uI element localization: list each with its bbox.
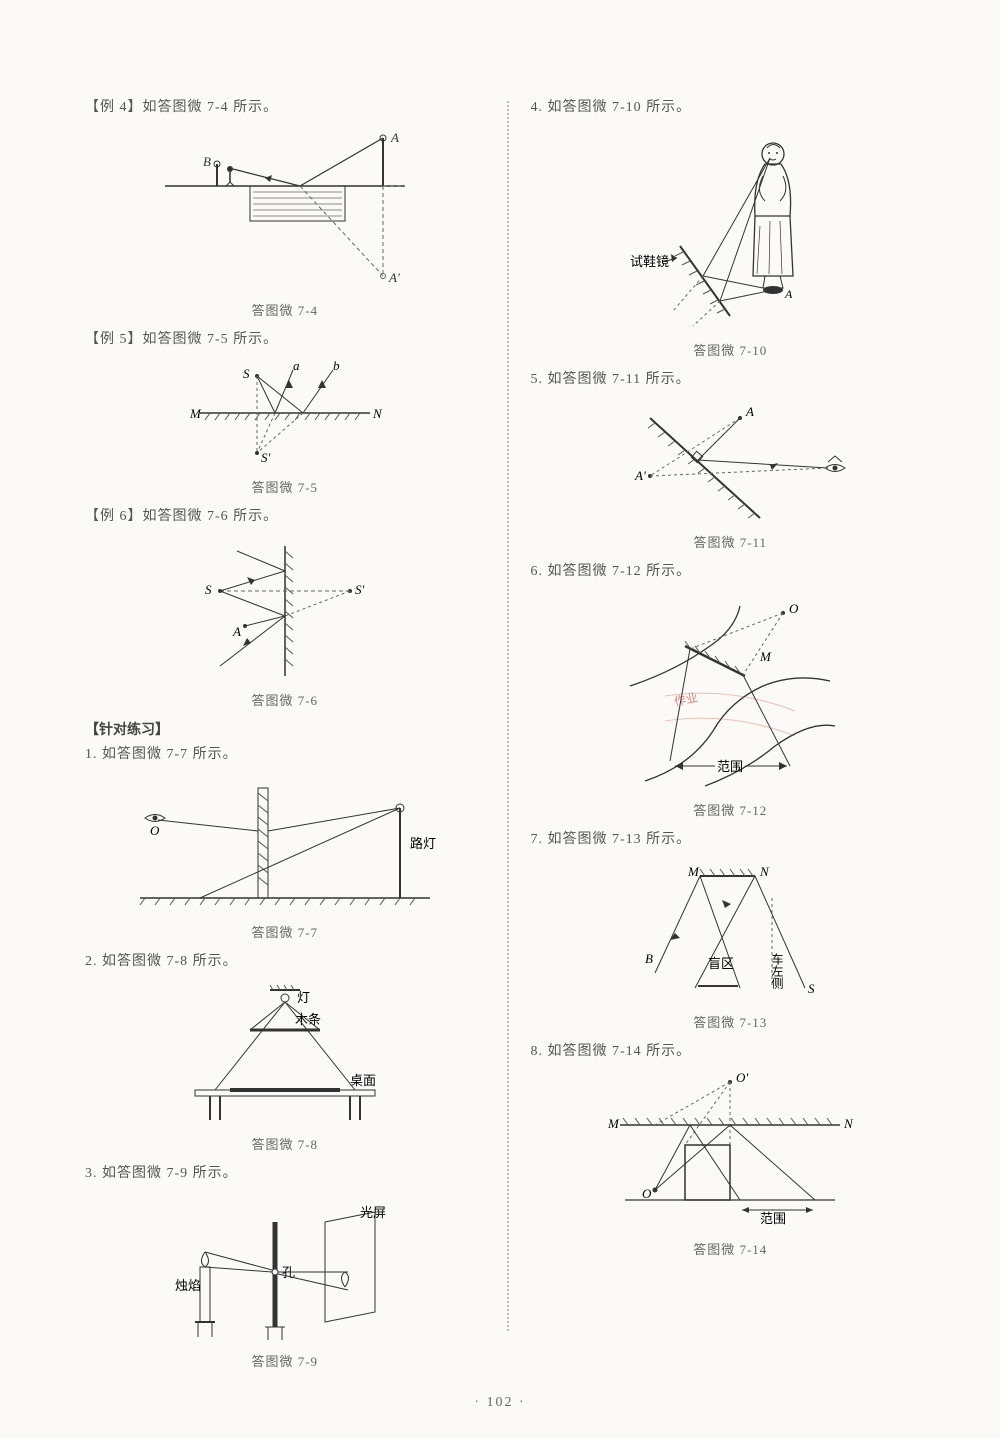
p2-label: 2. 如答图微 7-8 所示。 [85, 949, 485, 974]
label-screen: 光屏 [360, 1205, 386, 1220]
label-B: B [203, 154, 211, 169]
fig-7-9: 烛焰 孔 光屏 答图微 7-9 [85, 1186, 485, 1376]
label-table: 桌面 [350, 1073, 376, 1088]
ex5-label: 【例 5】如答图微 7-5 所示。 [85, 327, 485, 352]
label-side: 车左侧 [770, 951, 784, 989]
label-A6: A [232, 624, 241, 639]
p3-label: 3. 如答图微 7-9 所示。 [85, 1161, 485, 1186]
fig-7-4: A B A' 答图微 7-4 [85, 120, 485, 325]
label-lamp2: 灯 [297, 990, 310, 1005]
left-column: 【例 4】如答图微 7-4 所示。 A B [85, 95, 507, 1399]
fig-7-11: A A' 答图微 7-11 [531, 392, 931, 557]
label-M14: M [607, 1116, 620, 1131]
right-column: 4. 如答图微 7-10 所示。 试鞋镜 [509, 95, 931, 1399]
fig-7-7: 路灯 O 答图微 7-7 [85, 767, 485, 947]
p1-label: 1. 如答图微 7-7 所示。 [85, 742, 485, 767]
p7-label: 7. 如答图微 7-13 所示。 [531, 827, 931, 852]
label-range12: 范围 [717, 759, 743, 774]
page-content: 【例 4】如答图微 7-4 所示。 A B [0, 0, 1000, 1439]
caption-7-12: 答图微 7-12 [531, 800, 931, 819]
p8-label: 8. 如答图微 7-14 所示。 [531, 1039, 931, 1064]
label-B13: B [645, 951, 653, 966]
label-b: b [333, 358, 340, 373]
label-range14: 范围 [760, 1211, 786, 1226]
ex4-label: 【例 4】如答图微 7-4 所示。 [85, 95, 485, 120]
label-a: a [293, 358, 300, 373]
label-lamp: 路灯 [410, 836, 436, 851]
label-S: S [243, 366, 250, 381]
fig-7-12: O M 范围 作业 [531, 585, 931, 825]
p5-label: 5. 如答图微 7-11 所示。 [531, 367, 931, 392]
fig-7-5: M N S a b S' [85, 352, 485, 502]
caption-7-7: 答图微 7-7 [85, 922, 485, 941]
fig-7-8: 桌面 灯 木条 答图微 7-8 [85, 974, 485, 1159]
label-N: N [372, 406, 383, 421]
caption-7-11: 答图微 7-11 [531, 532, 931, 551]
label-candle: 烛焰 [175, 1278, 201, 1293]
label-Op14: O' [736, 1070, 748, 1085]
label-O12: O [789, 601, 799, 616]
label-Sp6: S' [355, 582, 365, 597]
caption-7-4: 答图微 7-4 [85, 300, 485, 319]
p4-label: 4. 如答图微 7-10 所示。 [531, 95, 931, 120]
label-Sprime: S' [261, 450, 271, 465]
fig-7-10: 试鞋镜 A [531, 120, 931, 365]
fig-7-13: M N B S 车左侧 盲区 [531, 852, 931, 1037]
caption-7-8: 答图微 7-8 [85, 1134, 485, 1153]
caption-7-9: 答图微 7-9 [85, 1351, 485, 1370]
label-M13: M [687, 864, 700, 879]
p6-label: 6. 如答图微 7-12 所示。 [531, 559, 931, 584]
label-blind: 盲区 [708, 956, 734, 971]
caption-7-14: 答图微 7-14 [531, 1239, 931, 1258]
fig-7-14: M N O O' [531, 1064, 931, 1264]
label-S13: S [808, 981, 815, 996]
caption-7-13: 答图微 7-13 [531, 1012, 931, 1031]
label-O: O [150, 823, 160, 838]
caption-7-10: 答图微 7-10 [531, 340, 931, 359]
fig-7-6: S S' A 答图微 7-6 [85, 530, 485, 715]
label-M12: M [759, 649, 772, 664]
caption-7-5: 答图微 7-5 [85, 477, 485, 496]
label-O14: O [642, 1186, 652, 1201]
ex6-label: 【例 6】如答图微 7-6 所示。 [85, 504, 485, 529]
label-N13: N [759, 864, 770, 879]
label-Ap11: A' [634, 468, 646, 483]
label-Aprime: A' [388, 270, 400, 285]
practice-title: 【针对练习】 [85, 717, 485, 742]
page-number: · 102 · [0, 1395, 1000, 1411]
label-S6: S [205, 582, 212, 597]
caption-7-6: 答图微 7-6 [85, 690, 485, 709]
label-A10: A [784, 287, 793, 301]
label-M: M [189, 406, 202, 421]
label-A11: A [745, 404, 754, 419]
label-N14: N [843, 1116, 854, 1131]
label-A: A [390, 130, 399, 145]
